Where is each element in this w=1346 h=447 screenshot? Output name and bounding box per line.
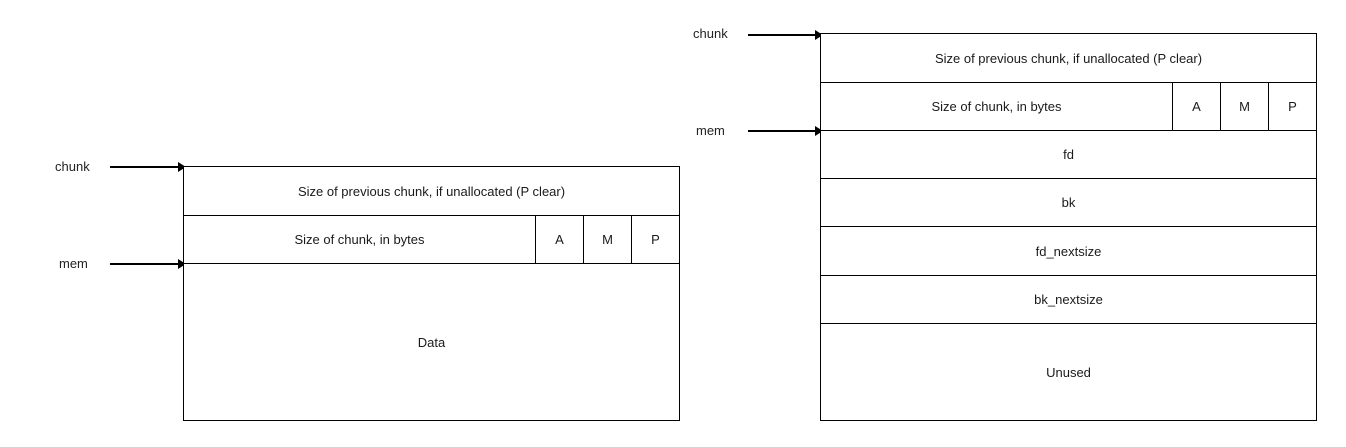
unused-label: Unused xyxy=(1046,364,1091,380)
bk-field: bk xyxy=(821,179,1316,227)
data-field: Data xyxy=(184,264,679,420)
free-chunk-diagram: chunk mem Size of previous chunk, if una… xyxy=(680,0,1346,447)
mem-pointer-label: mem xyxy=(696,123,725,138)
chunk-pointer-label: chunk xyxy=(693,26,728,41)
bk-nextsize-label: bk_nextsize xyxy=(1034,292,1103,307)
flag-p: P xyxy=(631,216,679,263)
unused-field: Unused xyxy=(821,324,1316,420)
mem-pointer-label: mem xyxy=(59,256,88,271)
size-label: Size of chunk, in bytes xyxy=(931,99,1062,114)
allocated-chunk-box: Size of previous chunk, if unallocated (… xyxy=(183,166,680,421)
size-field: Size of chunk, in bytes A M P xyxy=(184,216,679,264)
fd-nextsize-label: fd_nextsize xyxy=(1035,243,1102,259)
free-chunk-box: Size of previous chunk, if unallocated (… xyxy=(820,33,1317,421)
chunk-pointer-arrow xyxy=(110,162,186,172)
fd-label: fd xyxy=(1063,147,1074,162)
mem-pointer-arrow xyxy=(748,126,823,136)
chunk-pointer-arrow xyxy=(748,30,823,40)
chunk-pointer-label: chunk xyxy=(55,159,90,174)
prev-size-field: Size of previous chunk, if unallocated (… xyxy=(821,34,1316,83)
allocated-chunk-diagram: chunk mem Size of previous chunk, if una… xyxy=(55,159,680,421)
mem-pointer-arrow xyxy=(110,259,186,269)
prev-size-label: Size of previous chunk, if unallocated (… xyxy=(297,183,566,199)
flag-p: P xyxy=(1268,83,1316,130)
flag-a: A xyxy=(1172,83,1220,130)
prev-size-label: Size of previous chunk, if unallocated (… xyxy=(934,50,1203,66)
flag-m: M xyxy=(1220,83,1268,130)
flag-m: M xyxy=(583,216,631,263)
flag-a: A xyxy=(535,216,583,263)
bk-label: bk xyxy=(1061,195,1076,210)
size-label: Size of chunk, in bytes xyxy=(294,232,425,247)
prev-size-field: Size of previous chunk, if unallocated (… xyxy=(184,167,679,216)
data-label: Data xyxy=(417,334,446,350)
fd-nextsize-field: fd_nextsize xyxy=(821,227,1316,276)
fd-field: fd xyxy=(821,131,1316,179)
bk-nextsize-field: bk_nextsize xyxy=(821,276,1316,324)
size-field: Size of chunk, in bytes A M P xyxy=(821,83,1316,131)
